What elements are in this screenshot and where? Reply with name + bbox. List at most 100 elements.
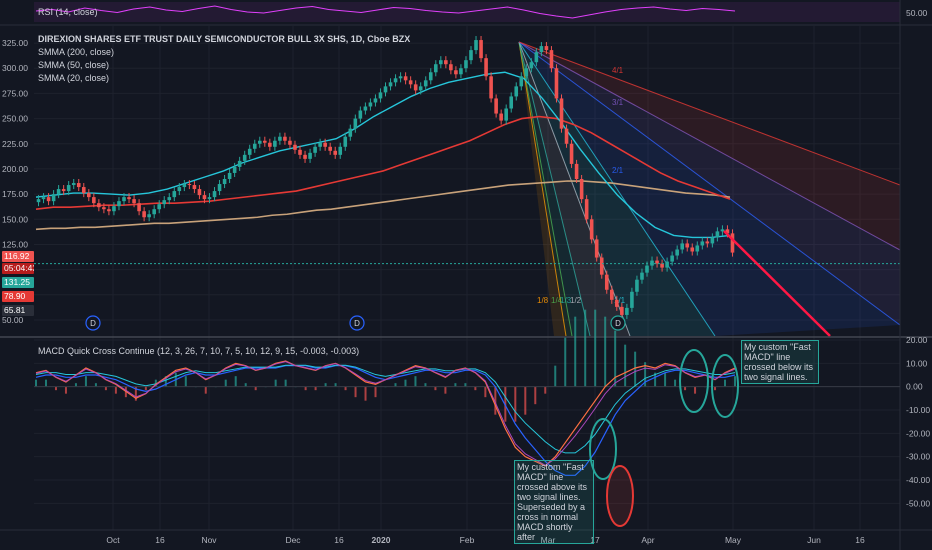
candle-body — [212, 191, 217, 198]
candle-body — [725, 229, 730, 234]
event-label: D — [354, 319, 360, 328]
candle-body — [494, 98, 498, 114]
macd-histogram-bar — [114, 386, 117, 394]
time-tick-label: Mar — [541, 535, 556, 545]
candle-body — [459, 68, 463, 75]
price-tick-label: 175.00 — [2, 189, 28, 199]
annotation-ellipse[interactable] — [589, 418, 617, 480]
event-marker — [85, 315, 101, 331]
candle-body — [117, 201, 121, 207]
candle-body — [66, 185, 71, 192]
candle-body — [207, 197, 212, 200]
candle-body — [574, 163, 579, 179]
macd-histogram-bar — [364, 386, 367, 401]
candle-body — [368, 102, 373, 107]
macd-signal2-line — [35, 364, 736, 454]
macd-histogram-bar — [444, 386, 447, 394]
candle-body — [630, 291, 634, 308]
candle-body — [454, 70, 458, 75]
candle-body — [524, 68, 529, 77]
candle-body — [529, 62, 534, 69]
macd-histogram-bar — [454, 383, 457, 387]
event-label: D — [90, 319, 96, 328]
time-tick-label: Nov — [201, 535, 217, 545]
note-bottom[interactable]: My custom "Fast MACD" line crossed above… — [514, 460, 594, 544]
trend-line[interactable] — [723, 230, 831, 337]
price-tick-label: 200.00 — [2, 164, 28, 174]
macd-histogram-bar — [684, 386, 687, 391]
candle-body — [102, 207, 106, 210]
macd-histogram-bar — [594, 309, 597, 387]
macd-histogram-bar — [84, 376, 87, 387]
macd-histogram-bar — [514, 386, 517, 422]
candle-body — [690, 247, 695, 252]
macd-histogram — [35, 309, 736, 422]
candle-body — [705, 241, 710, 244]
candle-body — [348, 128, 353, 137]
candle-body — [152, 209, 156, 215]
time-tick-label: 16 — [155, 535, 165, 545]
candle-body — [122, 197, 126, 202]
smma-20-line — [35, 71, 731, 239]
candle-body — [263, 140, 267, 143]
candle-body — [609, 289, 614, 300]
annotation-ellipse[interactable] — [606, 465, 634, 527]
fan-label: 1/8 — [537, 296, 549, 305]
candle-body — [36, 199, 41, 203]
candle-body — [604, 274, 609, 290]
candle-body — [393, 78, 398, 83]
annotation-ellipse[interactable] — [711, 354, 739, 418]
fan-label: 1/1 — [614, 296, 626, 305]
candle-body — [227, 172, 232, 179]
macd-histogram-bar — [464, 383, 467, 387]
candle-body — [167, 197, 172, 201]
grid-lines — [34, 26, 900, 530]
time-tick-label: Dec — [285, 535, 301, 545]
candle-body — [408, 80, 413, 85]
annotation-ellipse[interactable] — [679, 349, 709, 413]
macd-label[interactable]: MACD Quick Cross Continue (12, 3, 26, 7,… — [38, 346, 360, 356]
macd-histogram-bar — [104, 386, 107, 391]
candle-body — [242, 154, 247, 161]
candle-body — [308, 152, 312, 159]
candle-body — [645, 265, 649, 273]
gann-fan: 1/8 1/41/31/2 1/1 2/1 3/1 4/1 — [518, 41, 901, 337]
macd-histogram-bar — [324, 383, 327, 387]
macd-tick-label: -50.00 — [906, 498, 930, 508]
candle-body — [428, 72, 433, 81]
smma-20-label[interactable]: SMMA (20, close) — [38, 73, 110, 83]
candle-body — [534, 52, 539, 63]
time-tick-label: Jun — [807, 535, 821, 545]
candle-body — [625, 307, 629, 315]
macd-histogram-bar — [374, 386, 377, 398]
price-badge: 78.90 — [2, 291, 34, 302]
macd-histogram-bar — [234, 376, 237, 387]
rsi-label[interactable]: RSI (14, close) — [38, 7, 98, 17]
smma-50-label[interactable]: SMMA (50, close) — [38, 60, 110, 70]
fan-label: 3/1 — [612, 98, 624, 107]
candle-body — [398, 76, 403, 79]
smma-200-label[interactable]: SMMA (200, close) — [38, 47, 115, 57]
macd-histogram-bar — [494, 386, 497, 415]
candle-body — [293, 144, 297, 150]
macd-histogram-bar — [184, 376, 187, 387]
macd-histogram-bar — [714, 386, 717, 391]
macd-histogram-bar — [44, 379, 47, 387]
macd-histogram-bar — [344, 386, 347, 391]
note-top[interactable]: My custom "Fast MACD" line crossed below… — [741, 340, 819, 384]
fan-line — [518, 41, 567, 337]
candle-body — [333, 150, 338, 155]
fan-sector — [519, 42, 900, 336]
fan-line — [518, 41, 901, 326]
time-axis[interactable]: Oct 16 Nov Dec 16 2020 Feb Mar 17 Apr May Jun 16 — [106, 535, 865, 545]
fan-sector — [519, 42, 900, 325]
price-badge: 131.25 — [2, 277, 34, 288]
macd-histogram-bar — [524, 386, 527, 415]
candle-body — [97, 203, 101, 208]
candle-body — [46, 197, 51, 202]
macd-axis[interactable]: 20.00 10.00 0.00 -10.00 -20.00 -30.00 -40.00 -5… — [906, 335, 930, 508]
candle-body — [247, 148, 252, 155]
symbol-title[interactable]: DIREXION SHARES ETF TRUST DAILY SEMICOND… — [38, 34, 411, 44]
